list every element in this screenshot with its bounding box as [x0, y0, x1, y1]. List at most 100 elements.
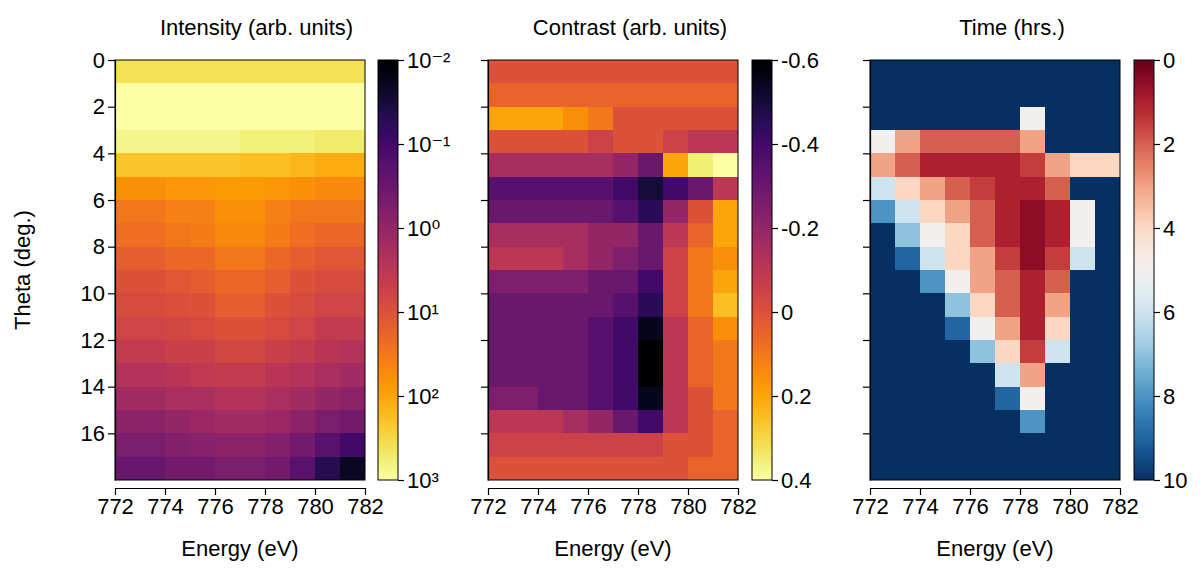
- tick-label: 4: [93, 141, 105, 166]
- cell: [995, 83, 1021, 107]
- cell: [315, 387, 341, 411]
- cell: [563, 270, 589, 294]
- cell: [995, 247, 1021, 271]
- cell: [1020, 177, 1046, 201]
- cell: [613, 130, 639, 154]
- cell: [920, 130, 946, 154]
- cell: [895, 83, 921, 107]
- colorbar: [752, 60, 772, 480]
- cell: [1095, 83, 1120, 107]
- cell: [513, 317, 539, 341]
- tick-mark: [398, 396, 404, 397]
- cell: [1070, 363, 1096, 387]
- cell: [538, 410, 564, 434]
- cell: [613, 433, 639, 457]
- cell: [563, 433, 589, 457]
- cell: [1070, 200, 1096, 224]
- cell: [588, 363, 614, 387]
- tick-label: 16: [81, 421, 105, 446]
- cell: [488, 340, 514, 364]
- cell: [165, 270, 191, 294]
- cell: [1095, 387, 1120, 411]
- tick-mark: [772, 144, 778, 145]
- cell: [1045, 433, 1071, 457]
- x-axis: 772774776778780782: [97, 488, 384, 519]
- cell: [265, 177, 291, 201]
- cell: [115, 363, 141, 387]
- tick-label: 772: [470, 494, 507, 519]
- tick-mark: [1154, 312, 1160, 313]
- cell: [165, 200, 191, 224]
- cell: [588, 200, 614, 224]
- tick-label: 778: [620, 494, 657, 519]
- cell: [688, 107, 714, 131]
- cell: [1020, 60, 1046, 84]
- cell: [115, 130, 141, 154]
- heatmap-cells: [870, 60, 1120, 480]
- cell: [995, 223, 1021, 247]
- cell: [688, 223, 714, 247]
- tick-label: 14: [81, 374, 105, 399]
- tick: 8: [1154, 384, 1175, 409]
- cell: [613, 270, 639, 294]
- cell: [870, 340, 896, 364]
- tick-mark: [108, 433, 115, 434]
- cell: [488, 107, 514, 131]
- x-axis-line: [489, 488, 739, 489]
- tick-label: 10²: [407, 384, 439, 409]
- cell: [663, 293, 689, 317]
- cell: [995, 130, 1021, 154]
- cell: [1095, 107, 1120, 131]
- tick: 10⁻¹: [398, 132, 450, 157]
- tick: [863, 153, 870, 154]
- cell: [215, 223, 241, 247]
- tick-label: 2: [1163, 132, 1175, 157]
- cell: [1095, 293, 1120, 317]
- cell: [190, 340, 216, 364]
- cell: [513, 153, 539, 177]
- tick-mark: [108, 293, 115, 294]
- cell: [563, 153, 589, 177]
- cell: [165, 83, 191, 107]
- cell: [265, 130, 291, 154]
- cell: [995, 293, 1021, 317]
- tick-mark: [772, 312, 778, 313]
- tick-label: 6: [1163, 300, 1175, 325]
- tick-label: 0: [93, 48, 105, 73]
- cell: [895, 387, 921, 411]
- cell: [970, 387, 996, 411]
- tick: 776: [952, 488, 989, 519]
- tick: [481, 200, 488, 201]
- cell: [1045, 223, 1071, 247]
- cell: [688, 177, 714, 201]
- cell: [538, 153, 564, 177]
- cell: [1070, 247, 1096, 271]
- tick-label: 776: [952, 494, 989, 519]
- tick: [863, 387, 870, 388]
- cell: [638, 317, 664, 341]
- tick-label: 780: [1052, 494, 1089, 519]
- cell: [240, 293, 266, 317]
- cell: [340, 363, 365, 387]
- cell: [1070, 293, 1096, 317]
- cell: [1070, 107, 1096, 131]
- cell: [895, 293, 921, 317]
- cell: [895, 247, 921, 271]
- cell: [115, 200, 141, 224]
- cell: [613, 223, 639, 247]
- cell: [895, 60, 921, 84]
- cell: [290, 107, 316, 131]
- cell: [1020, 317, 1046, 341]
- plot-frame: [488, 60, 738, 480]
- cell: [290, 410, 316, 434]
- cell: [115, 107, 141, 131]
- x-axis-title: Energy (eV): [554, 536, 671, 561]
- cell: [945, 223, 971, 247]
- cell: [290, 270, 316, 294]
- cell: [140, 410, 166, 434]
- tick-mark: [772, 480, 778, 481]
- cell: [140, 270, 166, 294]
- cell: [488, 293, 514, 317]
- tick-label: 776: [197, 494, 234, 519]
- cell: [870, 60, 896, 84]
